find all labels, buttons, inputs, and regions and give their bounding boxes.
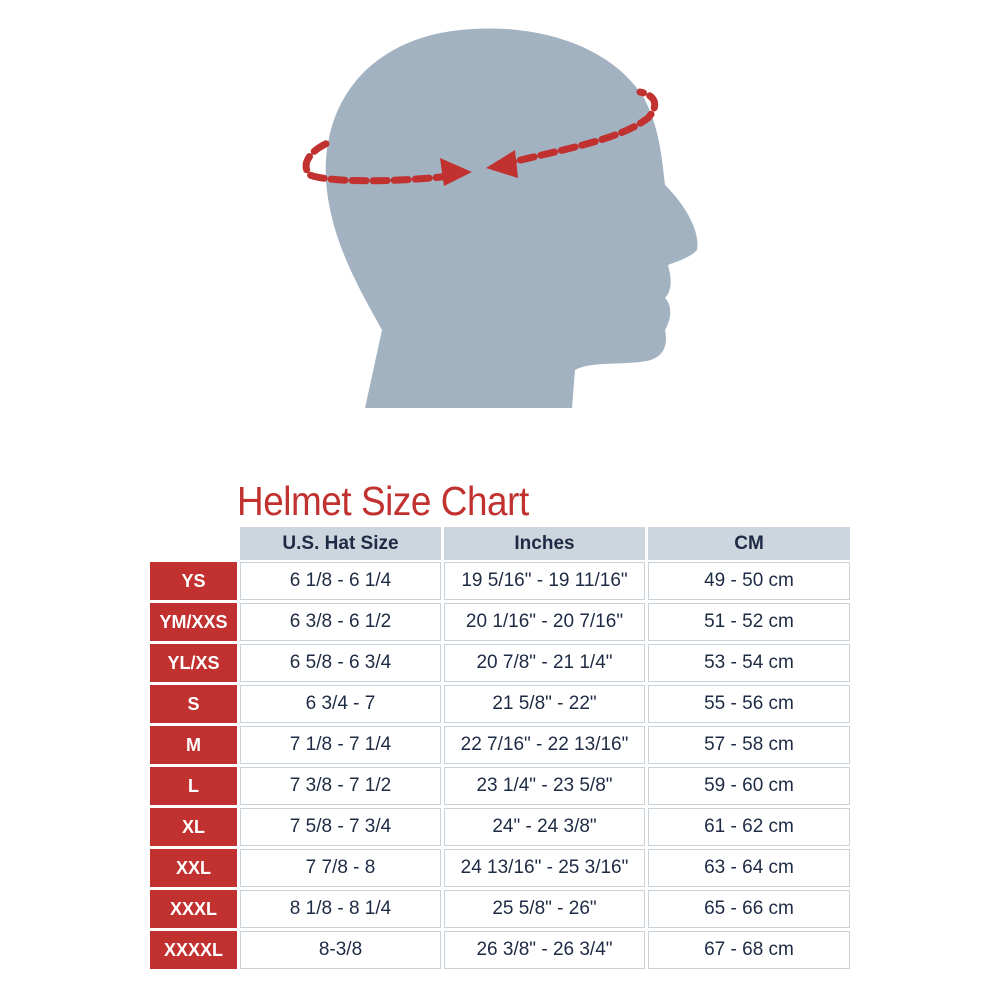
inches-cell: 26 3/8" - 26 3/4": [444, 931, 645, 969]
size-label: M: [150, 726, 237, 764]
hat-size-cell: 8-3/8: [240, 931, 441, 969]
column-header-hat-size: U.S. Hat Size: [240, 527, 441, 560]
hat-size-cell: 6 5/8 - 6 3/4: [240, 644, 441, 682]
hat-size-cell: 6 3/8 - 6 1/2: [240, 603, 441, 641]
hat-size-cell: 7 3/8 - 7 1/2: [240, 767, 441, 805]
inches-cell: 19 5/16" - 19 11/16": [444, 562, 645, 600]
inches-cell: 25 5/8" - 26": [444, 890, 645, 928]
hat-size-cell: 6 3/4 - 7: [240, 685, 441, 723]
inches-cell: 24" - 24 3/8": [444, 808, 645, 846]
size-label: S: [150, 685, 237, 723]
hat-size-cell: 8 1/8 - 8 1/4: [240, 890, 441, 928]
size-label: XXXXL: [150, 931, 237, 969]
column-header-cm: CM: [648, 527, 850, 560]
cm-cell: 49 - 50 cm: [648, 562, 850, 600]
chart-title: Helmet Size Chart: [237, 478, 529, 524]
arrow-right-icon: [440, 158, 472, 186]
inches-cell: 21 5/8" - 22": [444, 685, 645, 723]
head-circumference-measure-icon: [302, 28, 698, 409]
cm-cell: 51 - 52 cm: [648, 603, 850, 641]
inches-cell: 24 13/16" - 25 3/16": [444, 849, 645, 887]
cm-cell: 61 - 62 cm: [648, 808, 850, 846]
size-label: YL/XS: [150, 644, 237, 682]
measuring-tape-dashes: [302, 88, 659, 185]
size-label: YS: [150, 562, 237, 600]
cm-cell: 67 - 68 cm: [648, 931, 850, 969]
inches-cell: 22 7/16" - 22 13/16": [444, 726, 645, 764]
head-silhouette: [325, 28, 698, 409]
cm-cell: 57 - 58 cm: [648, 726, 850, 764]
hat-size-cell: 6 1/8 - 6 1/4: [240, 562, 441, 600]
inches-cell: 23 1/4" - 23 5/8": [444, 767, 645, 805]
size-label: L: [150, 767, 237, 805]
size-label: XXXL: [150, 890, 237, 928]
inches-cell: 20 1/16" - 20 7/16": [444, 603, 645, 641]
cm-cell: 59 - 60 cm: [648, 767, 850, 805]
hat-size-cell: 7 1/8 - 7 1/4: [240, 726, 441, 764]
inches-cell: 20 7/8" - 21 1/4": [444, 644, 645, 682]
arrow-left-icon: [486, 150, 518, 178]
size-label: XL: [150, 808, 237, 846]
size-label: XXL: [150, 849, 237, 887]
cm-cell: 55 - 56 cm: [648, 685, 850, 723]
hat-size-cell: 7 7/8 - 8: [240, 849, 441, 887]
cm-cell: 53 - 54 cm: [648, 644, 850, 682]
size-label: YM/XXS: [150, 603, 237, 641]
column-header-inches: Inches: [444, 527, 645, 560]
cm-cell: 65 - 66 cm: [648, 890, 850, 928]
hat-size-cell: 7 5/8 - 7 3/4: [240, 808, 441, 846]
cm-cell: 63 - 64 cm: [648, 849, 850, 887]
